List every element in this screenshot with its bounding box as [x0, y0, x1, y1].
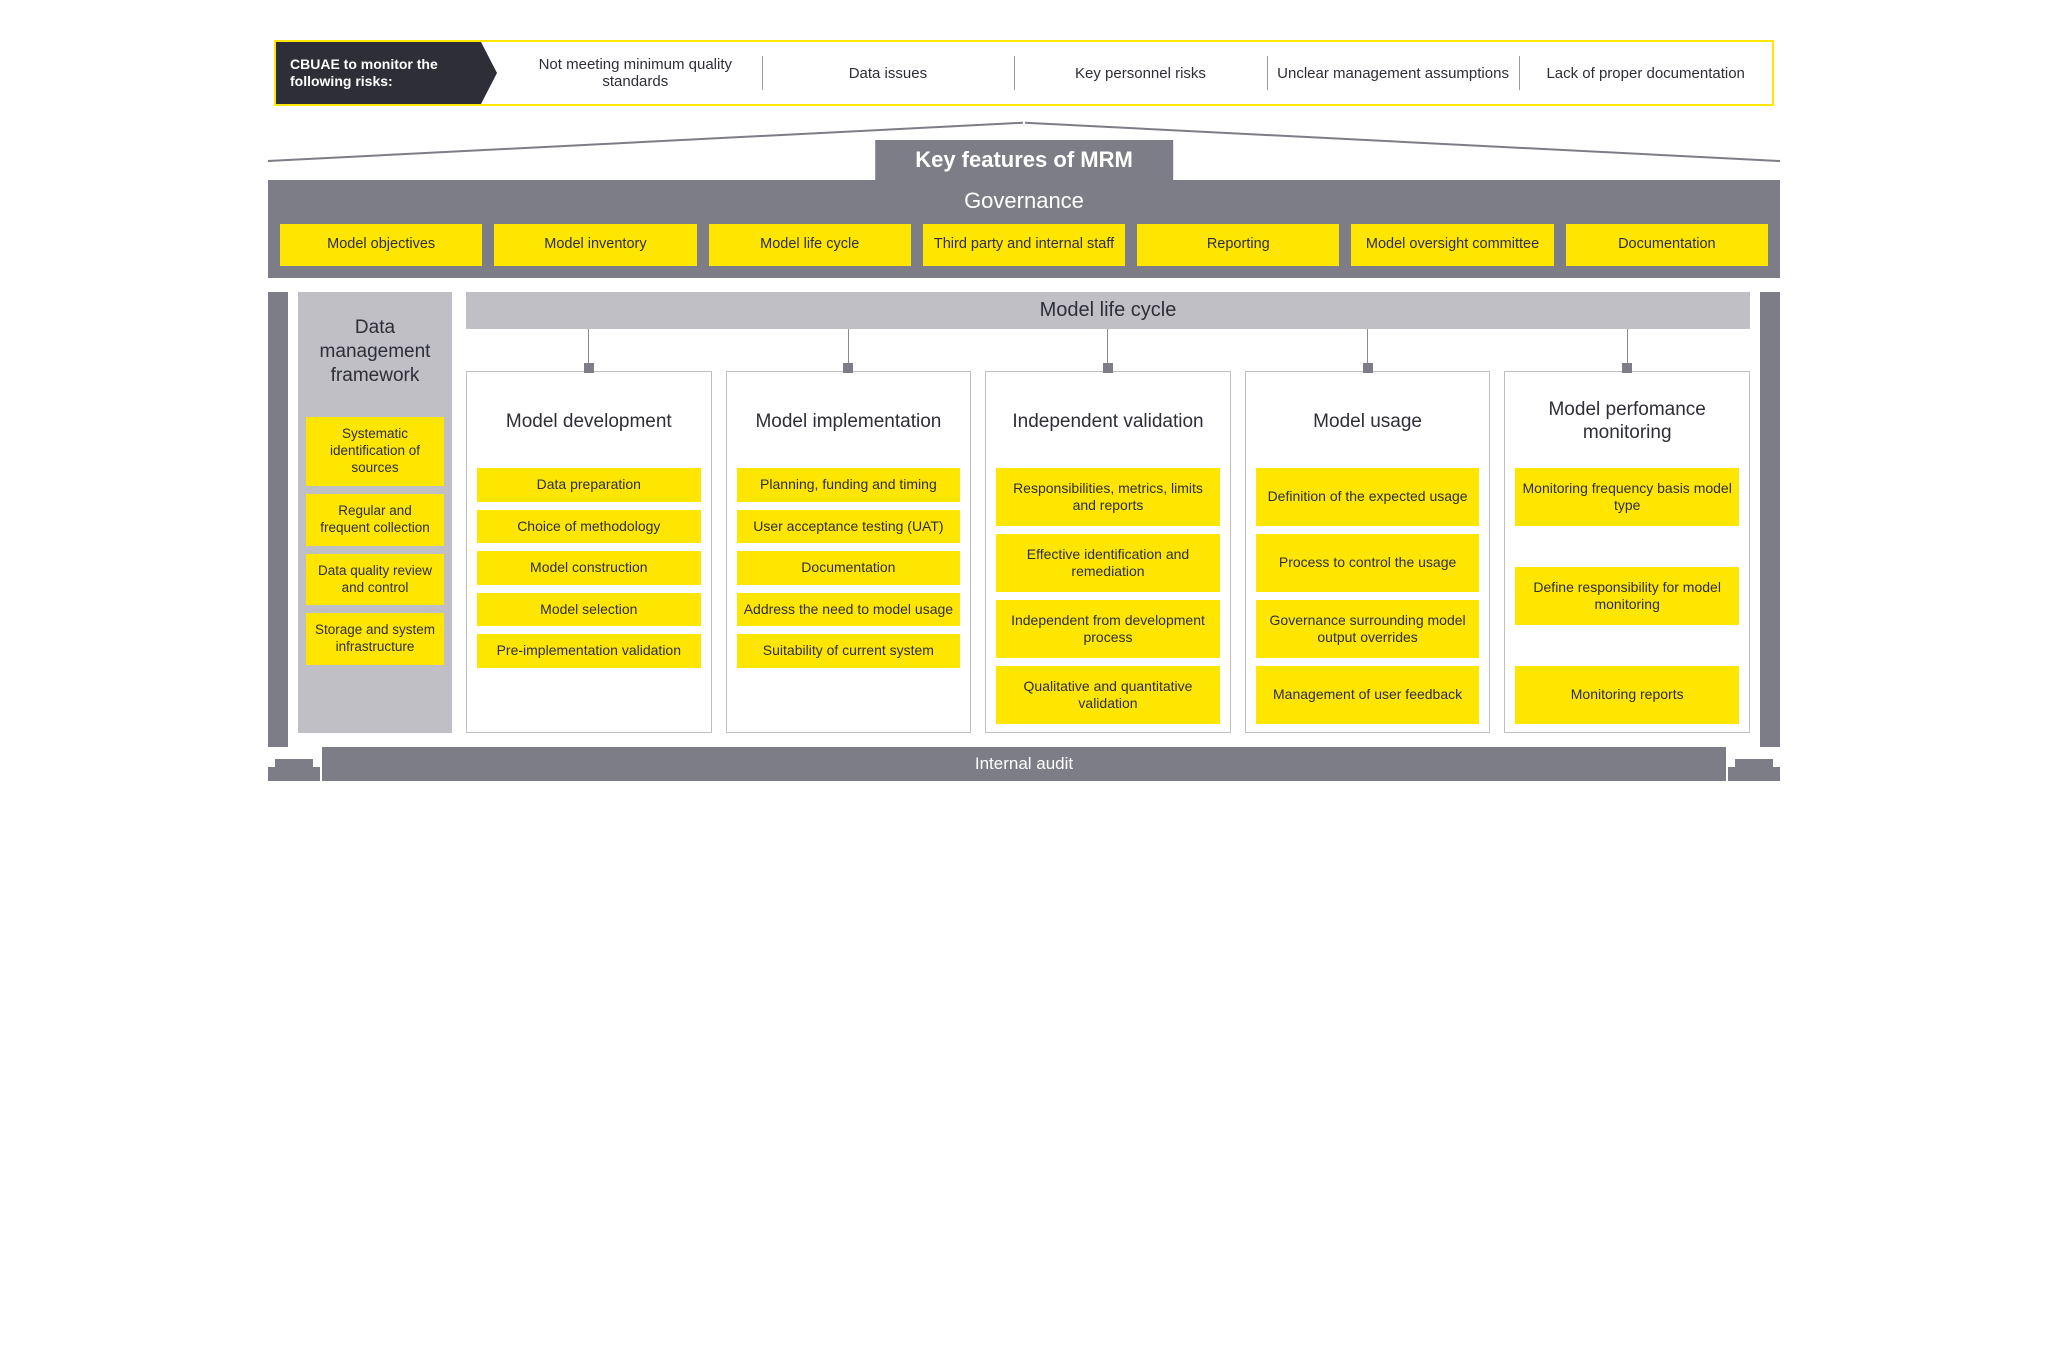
body-row: Data management framework Systematic ide…	[268, 278, 1780, 747]
column-item: Qualitative and quantitative validation	[996, 666, 1220, 724]
mlc-columns: Model development Data preparation Choic…	[466, 329, 1750, 733]
model-life-cycle: Model life cycle Model development Data …	[466, 292, 1750, 733]
plinth-left-icon	[268, 759, 320, 781]
internal-audit-bar: Internal audit	[322, 747, 1726, 781]
base-row: Internal audit	[268, 747, 1780, 781]
column-card: Model perfomance monitoring Monitoring f…	[1504, 371, 1750, 733]
hanger-icon	[726, 329, 972, 371]
body-inner: Data management framework Systematic ide…	[288, 278, 1760, 747]
hanger-icon	[985, 329, 1231, 371]
risk-item: Unclear management assumptions	[1267, 42, 1520, 104]
mlc-column-development: Model development Data preparation Choic…	[466, 329, 712, 733]
governance-chip: Model oversight committee	[1351, 224, 1553, 266]
column-item: Effective identification and remediation	[996, 534, 1220, 592]
column-item: Pre-implementation validation	[477, 634, 701, 668]
column-items: Responsibilities, metrics, limits and re…	[996, 468, 1220, 724]
column-items: Data preparation Choice of methodology M…	[477, 468, 701, 724]
column-item: Planning, funding and timing	[737, 468, 961, 502]
governance-title: Governance	[280, 180, 1768, 224]
column-title: Model development	[477, 382, 701, 468]
column-item: Governance surrounding model output over…	[1256, 600, 1480, 658]
diagram-root: CBUAE to monitor the following risks: No…	[264, 40, 1784, 781]
pillar-right-icon	[1760, 292, 1780, 747]
dmf-item: Storage and system infrastructure	[306, 613, 444, 665]
dmf-title: Data management framework	[306, 302, 444, 417]
risk-item: Lack of proper documentation	[1519, 42, 1772, 104]
dmf-item: Systematic identification of sources	[306, 417, 444, 486]
governance-chip: Model objectives	[280, 224, 482, 266]
column-item: Responsibilities, metrics, limits and re…	[996, 468, 1220, 526]
column-card: Model development Data preparation Choic…	[466, 371, 712, 733]
dmf-item: Data quality review and control	[306, 554, 444, 606]
mlc-column-monitoring: Model perfomance monitoring Monitoring f…	[1504, 329, 1750, 733]
governance-chip: Documentation	[1566, 224, 1768, 266]
hanger-icon	[1245, 329, 1491, 371]
column-item: Independent from development process	[996, 600, 1220, 658]
governance-band: Governance Model objectives Model invent…	[268, 180, 1780, 278]
column-item: User acceptance testing (UAT)	[737, 510, 961, 544]
mlc-column-usage: Model usage Definition of the expected u…	[1245, 329, 1491, 733]
roof: Key features of MRM	[268, 124, 1780, 180]
risk-item: Key personnel risks	[1014, 42, 1267, 104]
risk-bar-items: Not meeting minimum quality standards Da…	[481, 42, 1772, 104]
mlc-title: Model life cycle	[466, 292, 1750, 329]
hanger-icon	[466, 329, 712, 371]
governance-chip: Reporting	[1137, 224, 1339, 266]
pillar-left-icon	[268, 292, 288, 747]
risk-item: Data issues	[762, 42, 1015, 104]
dmf-item: Regular and frequent collection	[306, 494, 444, 546]
column-card: Model implementation Planning, funding a…	[726, 371, 972, 733]
plinth-right-icon	[1728, 759, 1780, 781]
column-item: Data preparation	[477, 468, 701, 502]
column-card: Independent validation Responsibilities,…	[985, 371, 1231, 733]
hanger-icon	[1504, 329, 1750, 371]
governance-chip: Model inventory	[494, 224, 696, 266]
mlc-column-validation: Independent validation Responsibilities,…	[985, 329, 1231, 733]
column-item: Model selection	[477, 593, 701, 627]
column-title: Model implementation	[737, 382, 961, 468]
governance-chip: Third party and internal staff	[923, 224, 1125, 266]
column-item: Monitoring reports	[1515, 666, 1739, 724]
column-title: Model perfomance monitoring	[1515, 382, 1739, 468]
column-item: Address the need to model usage	[737, 593, 961, 627]
column-item: Choice of methodology	[477, 510, 701, 544]
column-item: Documentation	[737, 551, 961, 585]
column-items: Planning, funding and timing User accept…	[737, 468, 961, 724]
column-title: Model usage	[1256, 382, 1480, 468]
column-item: Define responsibility for model monitori…	[1515, 567, 1739, 625]
column-item: Monitoring frequency basis model type	[1515, 468, 1739, 526]
column-card: Model usage Definition of the expected u…	[1245, 371, 1491, 733]
column-item: Suitability of current system	[737, 634, 961, 668]
governance-row: Model objectives Model inventory Model l…	[280, 224, 1768, 266]
column-items: Monitoring frequency basis model type De…	[1515, 468, 1739, 724]
risk-item: Not meeting minimum quality standards	[509, 42, 762, 104]
column-item: Process to control the usage	[1256, 534, 1480, 592]
governance-chip: Model life cycle	[709, 224, 911, 266]
mlc-column-implementation: Model implementation Planning, funding a…	[726, 329, 972, 733]
column-item: Management of user feedback	[1256, 666, 1480, 724]
column-title: Independent validation	[996, 382, 1220, 468]
column-items: Definition of the expected usage Process…	[1256, 468, 1480, 724]
data-management-framework: Data management framework Systematic ide…	[298, 292, 452, 733]
risk-bar: CBUAE to monitor the following risks: No…	[274, 40, 1774, 106]
column-item: Model construction	[477, 551, 701, 585]
risk-bar-tag: CBUAE to monitor the following risks:	[276, 42, 481, 104]
roof-title: Key features of MRM	[875, 140, 1173, 180]
column-item: Definition of the expected usage	[1256, 468, 1480, 526]
